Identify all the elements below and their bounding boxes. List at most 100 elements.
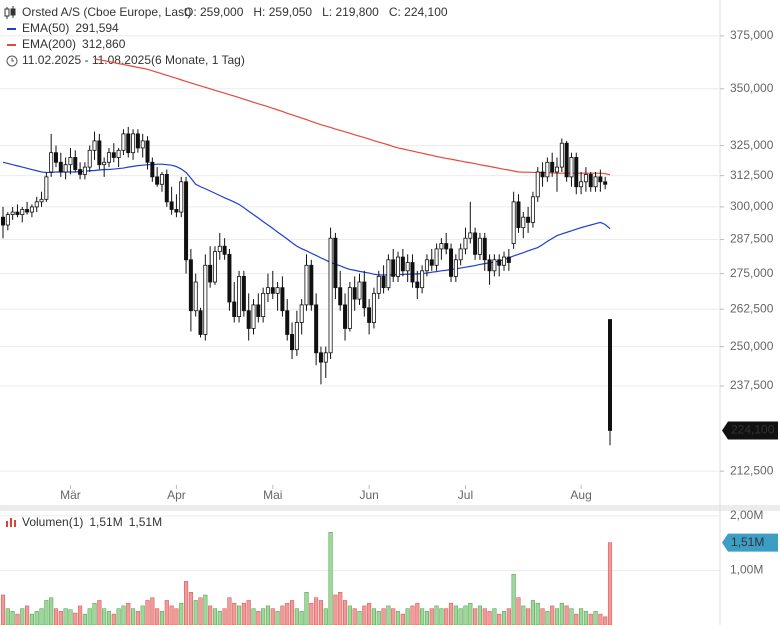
volume-legend-value: 1,51M: [89, 515, 122, 529]
candle-body: [159, 174, 164, 185]
volume-bar: [448, 602, 454, 625]
candle-body: [179, 181, 184, 213]
candle-body: [0, 216, 6, 226]
volume-bar: [78, 605, 83, 625]
candle-body: [304, 264, 309, 306]
candle-body: [82, 166, 87, 175]
volume-bar: [352, 608, 357, 625]
candle-body: [237, 275, 242, 317]
volume-bar: [347, 605, 352, 625]
candle-body: [5, 214, 10, 226]
volume-bar: [121, 605, 126, 625]
candle-body: [535, 171, 540, 198]
candle-icon: [4, 6, 16, 19]
volume-bar: [304, 592, 309, 625]
candle-body: [477, 237, 482, 255]
legend-name: EMA(50): [22, 21, 69, 35]
candle-body: [593, 176, 598, 188]
volume-bar: [261, 608, 266, 625]
candle-body: [198, 310, 203, 335]
volume-bar: [415, 602, 420, 625]
candle-body: [371, 292, 376, 323]
y-tick-label: 287,500: [730, 232, 774, 246]
legend-value: 312,860: [82, 37, 126, 51]
quote-value: O: 259,000: [184, 5, 244, 19]
candle-body: [256, 304, 261, 317]
volume-bar: [453, 605, 458, 625]
candle-body: [97, 140, 102, 166]
volume-bar: [564, 605, 569, 625]
candle-body: [121, 133, 126, 151]
volume-bar: [376, 611, 381, 625]
candle-body: [15, 211, 20, 216]
candle-body: [275, 287, 280, 294]
volume-bar: [458, 608, 463, 625]
candle-body: [68, 157, 73, 166]
volume-bar: [607, 542, 613, 625]
volume-bar: [87, 608, 92, 625]
candle-body: [352, 287, 357, 300]
y-tick-label: 312,500: [730, 168, 774, 182]
y-tick-label: 1,00M: [730, 563, 763, 577]
candle-body: [347, 287, 352, 329]
volume-bar: [10, 611, 15, 625]
candle-body: [328, 237, 333, 354]
volume-bar: [554, 608, 560, 625]
volume-icon: [6, 518, 16, 527]
candle-body: [227, 253, 232, 303]
x-tick-label: Jul: [458, 488, 473, 502]
candle-body: [420, 270, 425, 289]
candle-body: [583, 174, 588, 183]
volume-legend-name: Volumen(1): [22, 515, 83, 529]
candle-body: [212, 251, 217, 283]
candle-body: [473, 232, 478, 255]
volume-bar: [212, 608, 218, 625]
candle-body: [208, 264, 213, 283]
candle-body: [309, 264, 314, 306]
volume-bar: [545, 611, 550, 625]
quote-value: H: 259,050: [253, 5, 312, 19]
candle-body: [299, 304, 304, 323]
candle-body: [463, 237, 468, 250]
volume-bar: [299, 611, 304, 625]
candle-body: [155, 176, 160, 185]
candle-body: [265, 287, 270, 294]
candle-body: [333, 237, 338, 289]
volume-bar: [463, 605, 468, 625]
candle-body: [126, 133, 131, 154]
candle-body: [140, 140, 145, 149]
candle-body: [111, 152, 116, 158]
candle-body: [169, 201, 174, 210]
price-box: [722, 421, 778, 440]
quote-value: L: 219,800: [322, 5, 379, 19]
candle-body: [174, 209, 179, 213]
volume-bar: [280, 605, 285, 625]
candle-body: [492, 259, 497, 272]
candle-body: [357, 281, 362, 300]
volume-bar: [289, 600, 295, 625]
candle-body: [506, 256, 511, 263]
candle-body: [131, 133, 136, 154]
volume-bar: [314, 597, 319, 625]
volume-bar: [39, 608, 44, 625]
volume-bar: [420, 608, 425, 625]
candle-body: [49, 152, 54, 173]
volume-bar: [184, 581, 189, 625]
candle-body: [145, 140, 150, 163]
candle-body: [241, 275, 246, 312]
candle-body: [453, 259, 458, 277]
volume-bar: [102, 608, 107, 625]
candle-body: [53, 152, 58, 163]
volume-bar: [208, 605, 213, 625]
candle-body: [444, 243, 449, 250]
volume-bar: [492, 608, 497, 625]
volume-bar: [198, 597, 203, 625]
volume-bar: [333, 594, 338, 625]
volume-bar: [49, 597, 54, 625]
volume-bar: [367, 602, 372, 625]
volume-bar: [386, 605, 391, 625]
candle-body: [429, 259, 434, 266]
volume-bar: [357, 611, 362, 625]
volume-bar: [237, 605, 242, 625]
